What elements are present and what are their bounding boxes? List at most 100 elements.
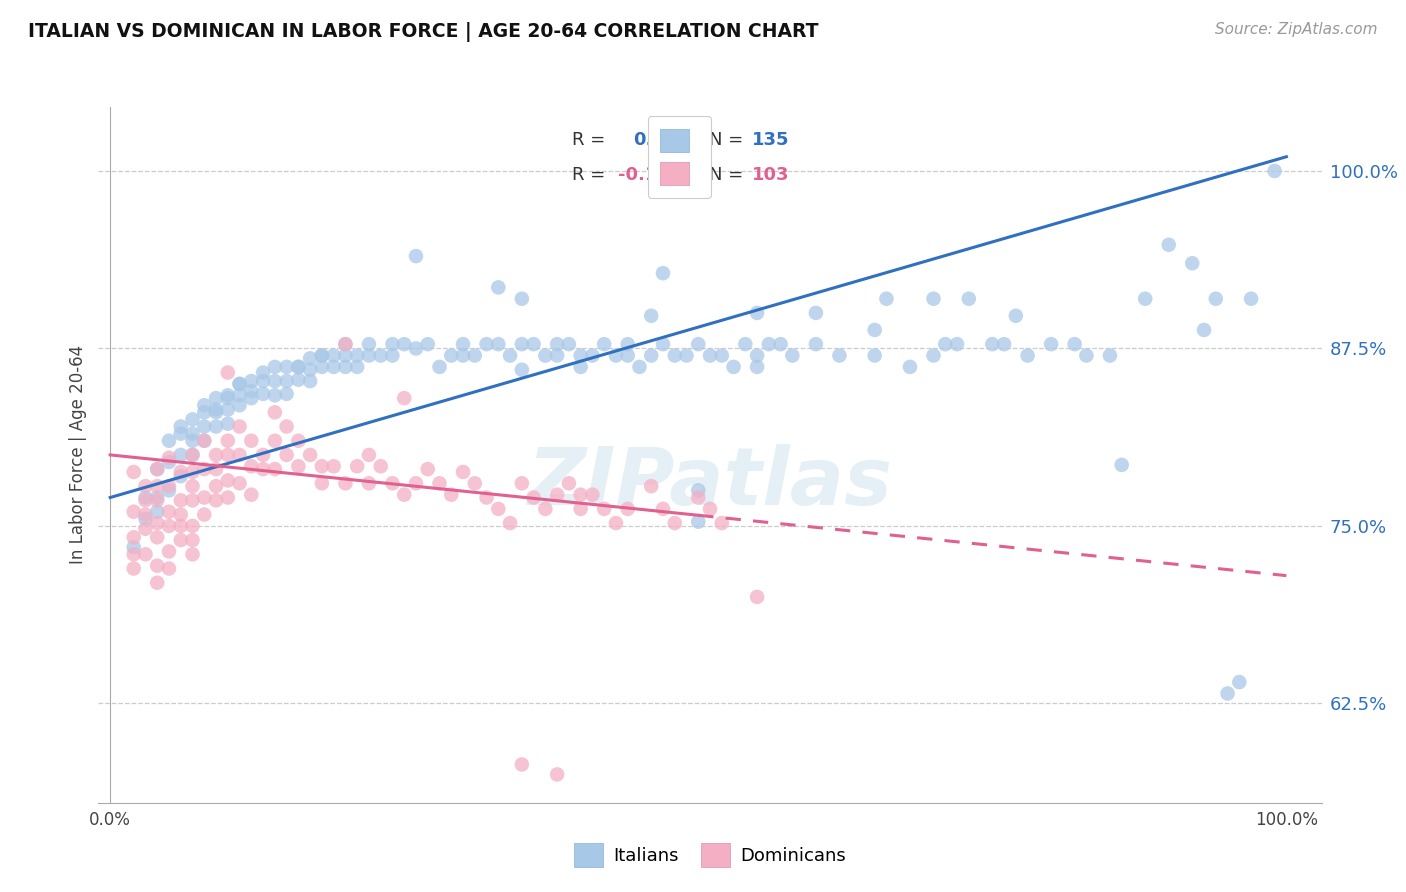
Point [804, 306, 827, 320]
Point [569, 359, 592, 374]
Point [346, 359, 368, 374]
Point [605, 349, 627, 363]
Point [134, 508, 156, 522]
Point [146, 505, 169, 519]
Point [287, 359, 309, 374]
Point [357, 476, 380, 491]
Point [170, 448, 193, 462]
Point [263, 434, 285, 448]
Point [170, 426, 193, 441]
Point [122, 547, 145, 561]
Point [134, 522, 156, 536]
Point [581, 349, 603, 363]
Point [134, 547, 156, 561]
Point [1098, 349, 1121, 363]
Point [346, 349, 368, 363]
Point [122, 465, 145, 479]
Point [240, 434, 263, 448]
Text: 135: 135 [752, 131, 789, 149]
Point [146, 479, 169, 493]
Point [769, 337, 792, 351]
Point [381, 337, 404, 351]
Point [193, 434, 215, 448]
Point [1192, 323, 1215, 337]
Point [276, 448, 298, 462]
Point [181, 519, 204, 533]
Point [170, 493, 193, 508]
Point [228, 476, 250, 491]
Point [263, 388, 285, 402]
Point [451, 465, 474, 479]
Point [486, 337, 509, 351]
Point [217, 434, 239, 448]
Point [1040, 337, 1063, 351]
Point [688, 491, 710, 505]
Point [205, 419, 228, 434]
Point [228, 448, 250, 462]
Point [640, 349, 662, 363]
Point [205, 493, 228, 508]
Point [605, 516, 627, 530]
Point [217, 417, 239, 431]
Y-axis label: In Labor Force | Age 20-64: In Labor Force | Age 20-64 [69, 345, 87, 565]
Point [322, 359, 344, 374]
Point [640, 479, 662, 493]
Point [228, 376, 250, 391]
Legend: Italians, Dominicans: Italians, Dominicans [567, 836, 853, 874]
Point [745, 349, 768, 363]
Point [546, 488, 568, 502]
Point [170, 419, 193, 434]
Point [146, 575, 169, 590]
Point [287, 359, 309, 374]
Point [134, 493, 156, 508]
Point [723, 359, 745, 374]
Point [181, 465, 204, 479]
Point [240, 391, 263, 405]
Point [616, 349, 638, 363]
Point [558, 476, 581, 491]
Point [276, 359, 298, 374]
Point [828, 349, 851, 363]
Point [464, 476, 486, 491]
Point [381, 476, 404, 491]
Point [534, 501, 557, 516]
Point [1181, 256, 1204, 270]
Point [193, 434, 215, 448]
Point [276, 419, 298, 434]
Point [146, 491, 169, 505]
Point [228, 419, 250, 434]
Text: N =: N = [709, 166, 749, 184]
Point [134, 479, 156, 493]
Point [181, 479, 204, 493]
Text: ZIPatlas: ZIPatlas [527, 443, 893, 522]
Point [475, 491, 498, 505]
Point [299, 362, 322, 376]
Point [252, 387, 274, 401]
Point [1227, 675, 1250, 690]
Point [205, 402, 228, 417]
Point [451, 337, 474, 351]
Point [392, 337, 416, 351]
Point [299, 448, 322, 462]
Point [252, 366, 274, 380]
Point [146, 462, 169, 476]
Point [710, 349, 733, 363]
Point [217, 491, 239, 505]
Point [157, 455, 180, 469]
Point [569, 501, 592, 516]
Point [217, 448, 239, 462]
Point [205, 448, 228, 462]
Point [193, 398, 215, 412]
Point [475, 337, 498, 351]
Point [181, 448, 204, 462]
Point [263, 462, 285, 476]
Text: Source: ZipAtlas.com: Source: ZipAtlas.com [1215, 22, 1378, 37]
Point [299, 374, 322, 388]
Point [745, 306, 768, 320]
Point [863, 323, 886, 337]
Point [205, 405, 228, 419]
Point [157, 483, 180, 498]
Point [451, 349, 474, 363]
Point [664, 349, 686, 363]
Point [593, 337, 616, 351]
